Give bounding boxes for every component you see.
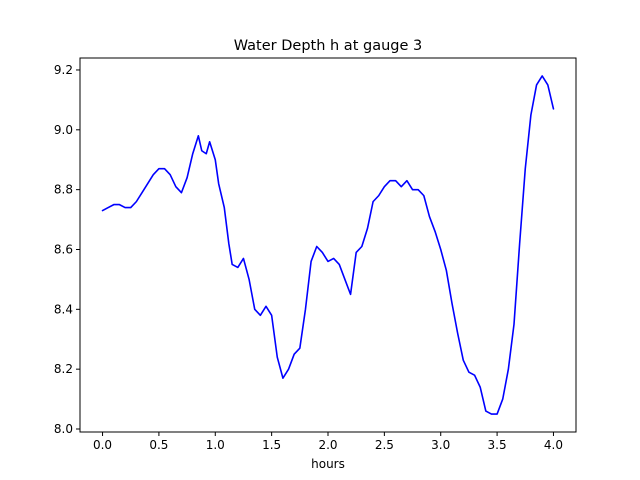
y-tick-label: 9.0 (54, 123, 73, 137)
y-tick-label: 8.8 (54, 183, 73, 197)
y-tick-label: 8.2 (54, 362, 73, 376)
y-tick-label: 8.4 (54, 302, 73, 316)
x-tick-label: 2.5 (375, 438, 394, 452)
x-tick-label: 4.0 (544, 438, 563, 452)
x-tick-label: 1.5 (262, 438, 281, 452)
y-tick-label: 9.2 (54, 63, 73, 77)
y-tick-label: 8.6 (54, 242, 73, 256)
chart-title: Water Depth h at gauge 3 (234, 38, 422, 54)
x-tick-label: 0.0 (93, 438, 112, 452)
x-axis: 0.0 0.5 1.0 1.5 2.0 2.5 3.0 3.5 4.0 (93, 432, 563, 452)
x-tick-label: 2.0 (318, 438, 337, 452)
x-tick-label: 0.5 (149, 438, 168, 452)
x-tick-label: 1.0 (206, 438, 225, 452)
x-tick-label: 3.5 (488, 438, 507, 452)
y-axis: 8.0 8.2 8.4 8.6 8.8 9.0 9.2 (54, 63, 80, 436)
series-layer (101, 75, 555, 415)
series-line-0 (101, 75, 555, 415)
x-tick-label: 3.0 (431, 438, 450, 452)
x-axis-label: hours (311, 457, 345, 471)
y-tick-label: 8.0 (54, 422, 73, 436)
